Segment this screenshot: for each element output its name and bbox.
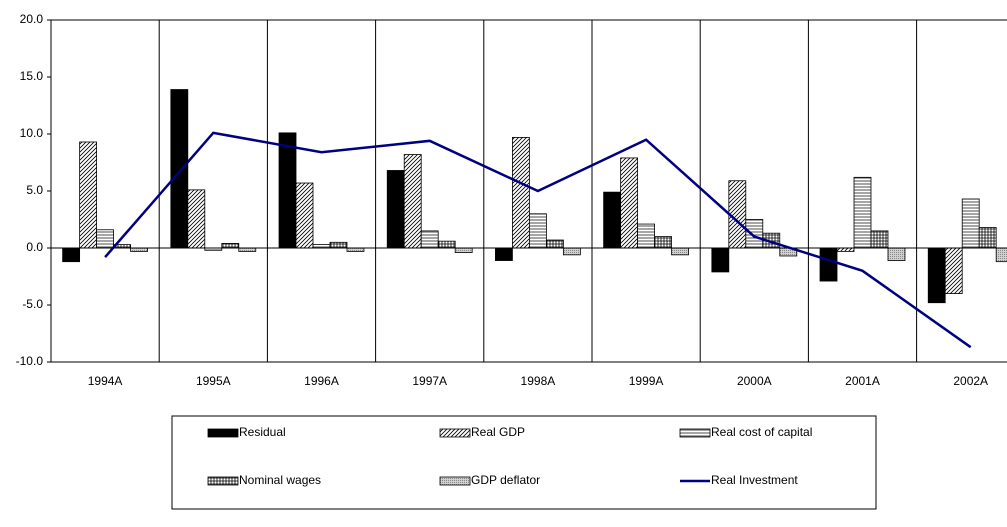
x-tick-label: 2000A [737, 374, 772, 388]
bar [278, 132, 297, 249]
legend-swatch [679, 428, 711, 438]
legend-label: GDP deflator [471, 473, 540, 487]
bar [170, 89, 189, 249]
bar [62, 247, 81, 263]
bar [944, 247, 963, 294]
bar [978, 227, 997, 249]
y-tick-label: 0.0 [26, 240, 43, 254]
bar [887, 247, 906, 261]
bar [312, 244, 331, 249]
bar [819, 247, 838, 282]
bar [454, 247, 473, 253]
x-tick-label: 1994A [88, 374, 123, 388]
bar [654, 236, 672, 249]
y-tick-label: 10.0 [20, 126, 44, 140]
y-tick-label: 20.0 [20, 12, 44, 26]
legend-swatch [207, 476, 239, 486]
bar [603, 191, 622, 249]
x-tick-label: 1995A [196, 374, 231, 388]
bar [745, 219, 764, 249]
bar [637, 223, 655, 249]
legend-box [171, 415, 877, 510]
legend-label: Real cost of capital [711, 425, 812, 439]
bar [238, 247, 257, 252]
legend-label: Real Investment [711, 473, 798, 487]
bar [512, 137, 530, 249]
bar [221, 243, 240, 249]
bar [995, 247, 1007, 263]
bar [961, 198, 980, 249]
legend-label: Real GDP [471, 425, 525, 439]
y-tick-label: -10.0 [16, 354, 44, 368]
x-tick-label: 2002A [953, 374, 988, 388]
x-tick-label: 1998A [521, 374, 556, 388]
bar [495, 247, 513, 261]
legend-label: Nominal wages [239, 473, 321, 487]
bar [927, 247, 946, 304]
bar [529, 213, 547, 249]
bar [187, 189, 206, 249]
bar [671, 247, 689, 256]
bar [295, 182, 314, 249]
y-tick-label: 15.0 [20, 69, 44, 83]
bar [728, 180, 747, 249]
bar [620, 157, 639, 249]
y-tick-label: 5.0 [26, 183, 43, 197]
legend-label: Residual [239, 425, 286, 439]
bar [386, 170, 405, 249]
x-tick-label: 1999A [629, 374, 664, 388]
bar [420, 230, 439, 249]
legend-swatch [207, 428, 239, 438]
bar [346, 247, 365, 252]
legend-swatch [439, 476, 471, 486]
x-tick-label: 2001A [845, 374, 880, 388]
x-tick-label: 1997A [412, 374, 447, 388]
bar [562, 247, 581, 256]
bar [403, 154, 422, 249]
bar [437, 240, 456, 249]
bar [130, 247, 148, 252]
legend-swatch [439, 428, 471, 438]
bar [711, 247, 730, 273]
y-tick-label: -5.0 [22, 297, 43, 311]
bar [853, 176, 872, 249]
bar [329, 241, 348, 249]
bar [545, 239, 564, 249]
bar [79, 141, 98, 249]
bar [870, 230, 889, 249]
bar [836, 247, 855, 252]
bar [96, 229, 114, 249]
line [104, 131, 972, 349]
x-tick-label: 1996A [304, 374, 339, 388]
